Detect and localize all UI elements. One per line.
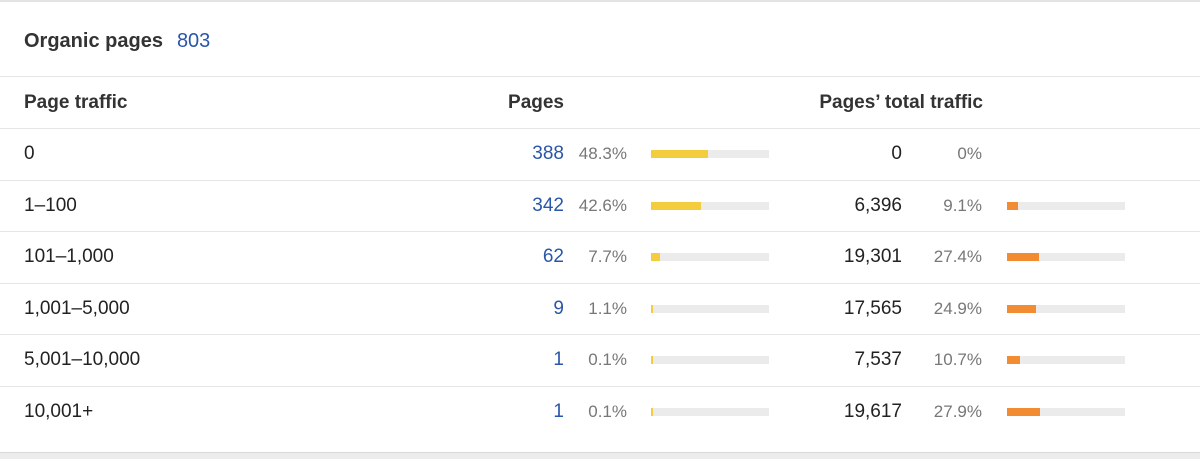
- pages-count-link[interactable]: 342: [532, 194, 564, 216]
- organic-pages-table: Page traffic Pages Pages’ total traffic …: [0, 77, 1200, 438]
- table-row: 0 388 48.3% 0 0%: [0, 129, 1200, 181]
- traffic-percent: 9.1%: [943, 195, 982, 215]
- table-row: 5,001–10,000 1 0.1% 7,537 10.7%: [0, 335, 1200, 387]
- traffic-share-bar: [1007, 408, 1125, 417]
- pages-percent: 7.7%: [588, 247, 627, 267]
- traffic-range-cell: 1,001–5,000: [24, 297, 130, 319]
- pages-share-bar: [651, 201, 769, 210]
- pages-percent: 0.1%: [588, 350, 627, 370]
- pages-percent: 0.1%: [588, 402, 627, 422]
- traffic-range-cell: 101–1,000: [24, 246, 114, 268]
- table-row: 101–1,000 62 7.7% 19,301 27.4%: [0, 232, 1200, 284]
- total-traffic-value: 6,396: [854, 194, 902, 216]
- traffic-range-cell: 10,001+: [24, 401, 94, 423]
- traffic-share-bar: [1007, 201, 1125, 210]
- traffic-share-bar: [1007, 356, 1125, 365]
- traffic-share-bar-fill: [1007, 253, 1040, 262]
- pages-share-bar: [651, 356, 769, 365]
- pages-percent: 42.6%: [578, 195, 627, 215]
- organic-pages-count-link[interactable]: 803: [176, 30, 211, 52]
- pages-share-bar-fill: [651, 253, 661, 262]
- column-header-page-traffic: Page traffic: [24, 91, 128, 113]
- pages-percent: 1.1%: [588, 298, 627, 318]
- pages-share-bar-fill: [651, 408, 653, 417]
- table-row: 1–100 342 42.6% 6,396 9.1%: [0, 181, 1200, 232]
- traffic-percent: 10.7%: [933, 350, 982, 370]
- traffic-share-bar: [1007, 253, 1125, 262]
- widget-header: Organic pages 803: [0, 2, 1200, 77]
- traffic-share-bar-fill: [1007, 304, 1037, 313]
- pages-count-link[interactable]: 9: [553, 297, 564, 319]
- pages-count-link[interactable]: 1: [553, 349, 564, 371]
- pages-share-bar: [651, 304, 769, 313]
- traffic-share-bar-fill: [1007, 201, 1018, 210]
- traffic-share-bar-fill: [1007, 408, 1040, 417]
- pages-count-link[interactable]: 62: [542, 246, 564, 268]
- table-header-row: Page traffic Pages Pages’ total traffic: [0, 77, 1200, 129]
- total-traffic-value: 0: [891, 143, 902, 165]
- pages-share-bar-fill: [651, 356, 653, 365]
- total-traffic-value: 19,301: [843, 246, 902, 268]
- total-traffic-value: 19,617: [843, 401, 902, 423]
- traffic-percent: 0%: [957, 144, 982, 164]
- traffic-share-bar-fill: [1007, 356, 1020, 365]
- pages-share-bar-fill: [651, 201, 702, 210]
- total-traffic-value: 7,537: [854, 349, 902, 371]
- widget-title: Organic pages 803: [24, 29, 210, 53]
- pages-share-bar-fill: [651, 150, 708, 159]
- pages-count-link[interactable]: 388: [532, 143, 564, 165]
- traffic-share-bar: [1007, 304, 1125, 313]
- column-header-total-traffic: Pages’ total traffic: [819, 91, 983, 113]
- pages-percent: 48.3%: [578, 144, 627, 164]
- total-traffic-value: 17,565: [843, 297, 902, 319]
- pages-share-bar: [651, 253, 769, 262]
- traffic-percent: 27.9%: [933, 402, 982, 422]
- table-row: 10,001+ 1 0.1% 19,617 27.9%: [0, 387, 1200, 439]
- traffic-range-cell: 0: [24, 143, 35, 165]
- widget-title-text: Organic pages: [24, 30, 163, 52]
- traffic-percent: 24.9%: [933, 298, 982, 318]
- pages-share-bar: [651, 408, 769, 417]
- traffic-range-cell: 1–100: [24, 194, 77, 216]
- table-row: 1,001–5,000 9 1.1% 17,565 24.9%: [0, 284, 1200, 335]
- pages-share-bar-fill: [651, 304, 653, 313]
- traffic-percent: 27.4%: [933, 247, 982, 267]
- pages-share-bar: [651, 150, 769, 159]
- column-header-pages: Pages: [508, 91, 564, 113]
- traffic-range-cell: 5,001–10,000: [24, 349, 141, 371]
- pages-count-link[interactable]: 1: [553, 401, 564, 423]
